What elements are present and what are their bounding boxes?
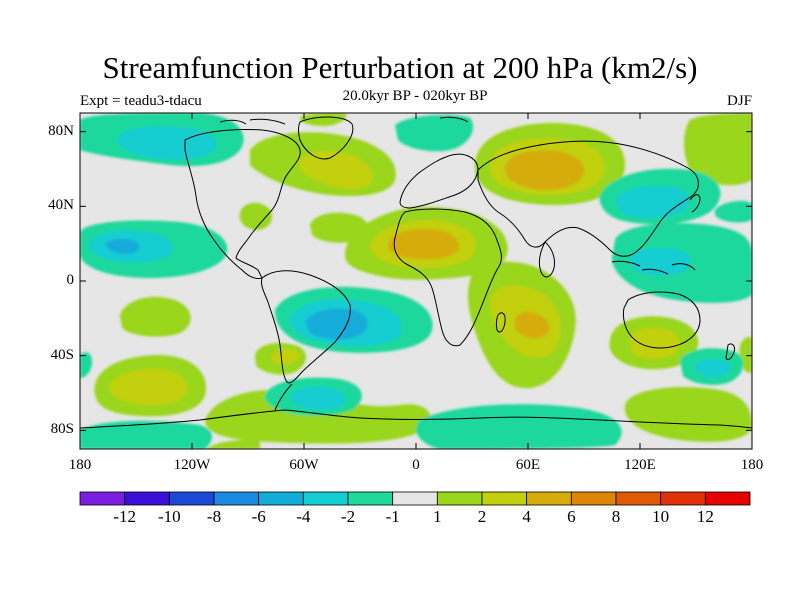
madagascar-coast <box>495 312 506 333</box>
asia-coast <box>477 140 699 257</box>
chart-subtitle: 20.0kyr BP - 020kyr BP <box>342 88 488 104</box>
lat-tick-label: 80N <box>48 122 74 139</box>
new-zealand-coast <box>725 343 735 361</box>
colorbar-swatch <box>392 491 438 506</box>
colorbar-swatch <box>347 491 394 506</box>
lon-tick-label: 120E <box>624 457 656 473</box>
colorbar-label: -2 <box>340 507 356 526</box>
chart-title: Streamfunction Perturbation at 200 hPa (… <box>102 50 698 85</box>
antarctic-peninsula <box>274 383 293 411</box>
colorbar-swatch <box>615 491 662 506</box>
japan-coast <box>689 194 701 213</box>
colorbar-swatch <box>526 491 572 506</box>
colorbar-label: -6 <box>251 507 266 526</box>
greenland-coast <box>298 116 354 160</box>
lat-tick-label: 40S <box>50 346 74 363</box>
colorbar-swatch <box>124 491 170 506</box>
colorbar-swatch <box>302 491 349 506</box>
contour-fields <box>80 113 752 449</box>
africa-coast <box>393 208 502 347</box>
map-panel <box>79 112 753 450</box>
lon-tick-label: 180 <box>740 457 764 473</box>
lon-tick-label: 60W <box>289 457 319 473</box>
colorbar-swatch <box>213 491 260 506</box>
colorbar-swatch <box>570 491 617 506</box>
colorbar-label: -4 <box>296 507 311 526</box>
colorbar-label: -1 <box>385 507 400 526</box>
colorbar-label: -8 <box>206 507 222 526</box>
colorbar-label: 1 <box>433 507 442 526</box>
lon-tick-label: 60E <box>515 457 541 473</box>
colorbar-swatch <box>79 491 126 506</box>
colorbar-label: 12 <box>696 507 714 526</box>
lon-tick-label: 120W <box>173 457 211 473</box>
lat-tick-label: 0 <box>66 272 75 288</box>
colorbar-swatch <box>660 491 706 506</box>
colorbar-swatch <box>258 491 304 506</box>
lat-tick-label: 80S <box>50 421 74 438</box>
colorbar-label: 2 <box>477 507 487 526</box>
south-america-coast <box>261 270 351 384</box>
axis-ticks <box>79 113 753 449</box>
season-label: DJF <box>726 93 752 109</box>
lon-tick-label: 180 <box>68 457 92 473</box>
colorbar <box>79 491 751 506</box>
antarctica-coast <box>80 409 752 429</box>
experiment-label: Expt = teadu3-tdacu <box>80 93 202 109</box>
arctic-islands <box>219 116 469 125</box>
colorbar-label: 10 <box>652 507 670 526</box>
coastlines <box>80 116 752 429</box>
colorbar-swatch <box>168 491 215 506</box>
colorbar-label: -12 <box>113 507 136 526</box>
north-america-coast <box>184 129 301 279</box>
colorbar-label: 4 <box>522 507 531 526</box>
colorbar-label: -10 <box>157 507 181 526</box>
colorbar-label: 8 <box>611 507 621 526</box>
lat-tick-label: 40N <box>48 197 74 214</box>
india-coast <box>538 241 555 278</box>
colorbar-swatch <box>704 491 751 506</box>
colorbar-label: 6 <box>567 507 576 526</box>
colorbar-swatch <box>481 491 528 506</box>
colorbar-swatch <box>436 491 483 506</box>
indonesia-coast <box>611 260 696 275</box>
lon-tick-label: 0 <box>412 457 420 473</box>
australia-coast <box>622 291 701 349</box>
